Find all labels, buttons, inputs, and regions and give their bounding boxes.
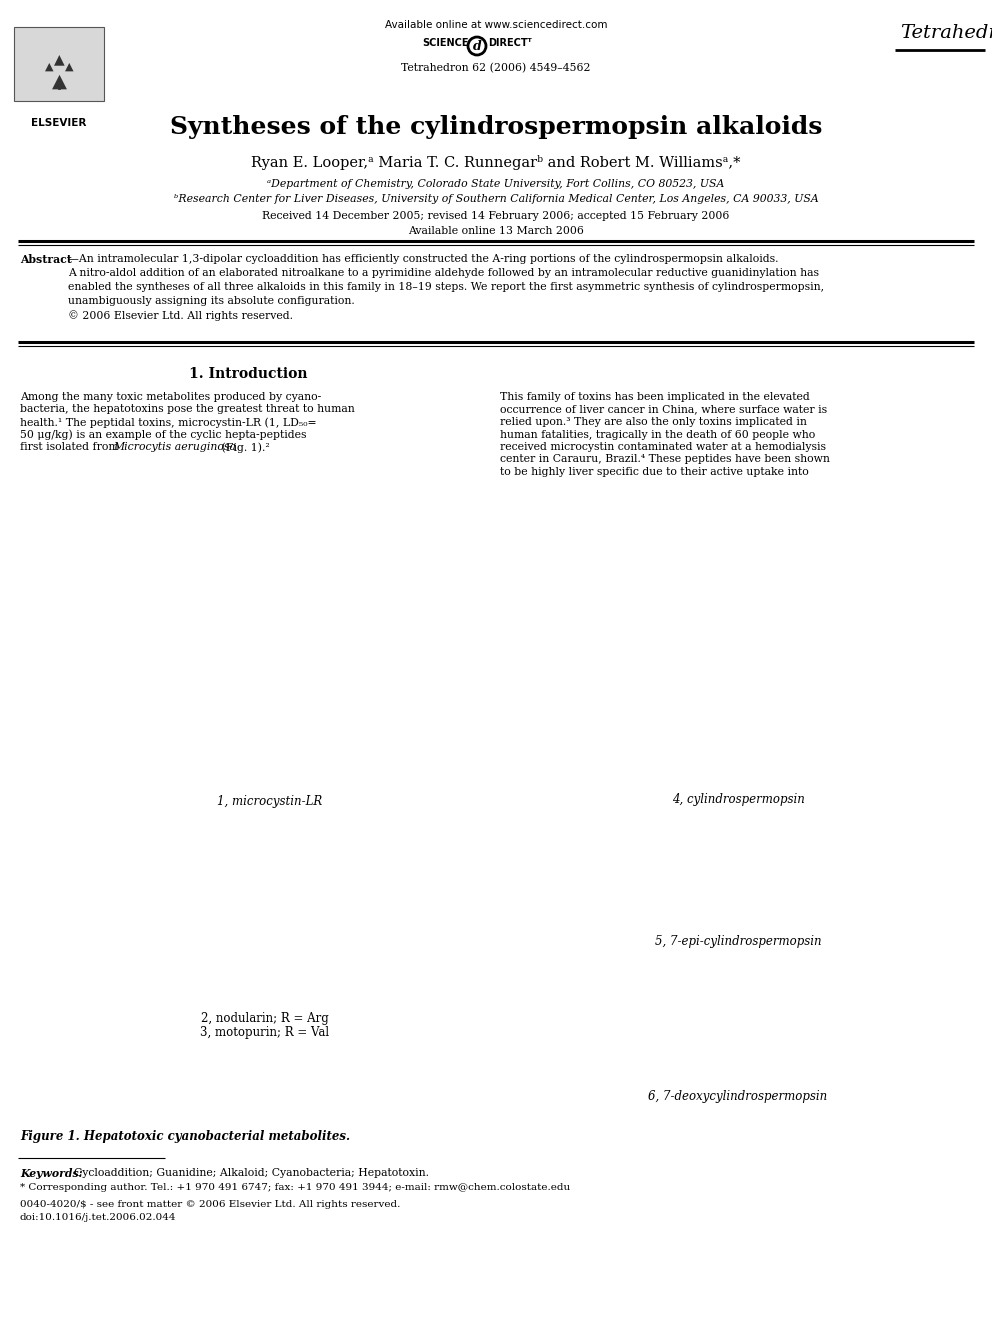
Text: occurrence of liver cancer in China, where surface water is: occurrence of liver cancer in China, whe…: [500, 405, 827, 414]
Text: Keywords:: Keywords:: [20, 1168, 82, 1179]
Text: 1. Introduction: 1. Introduction: [188, 366, 308, 381]
Text: Microcytis aeruginosa: Microcytis aeruginosa: [113, 442, 236, 452]
FancyBboxPatch shape: [14, 26, 104, 101]
Text: * Corresponding author. Tel.: +1 970 491 6747; fax: +1 970 491 3944; e-mail: rmw: * Corresponding author. Tel.: +1 970 491…: [20, 1183, 570, 1192]
Text: Figure 1. Hepatotoxic cyanobacterial metabolites.: Figure 1. Hepatotoxic cyanobacterial met…: [20, 1130, 350, 1143]
Text: This family of toxins has been implicated in the elevated: This family of toxins has been implicate…: [500, 392, 809, 402]
Text: ▲: ▲: [45, 62, 54, 71]
Text: ELSEVIER: ELSEVIER: [32, 118, 86, 128]
Text: center in Carauru, Brazil.⁴ These peptides have been shown: center in Carauru, Brazil.⁴ These peptid…: [500, 455, 830, 464]
Text: ▲: ▲: [64, 62, 73, 71]
Text: 6, 7-deoxycylindrospermopsin: 6, 7-deoxycylindrospermopsin: [649, 1090, 827, 1103]
Text: SCIENCE: SCIENCE: [422, 38, 468, 48]
Text: Syntheses of the cylindrospermopsin alkaloids: Syntheses of the cylindrospermopsin alka…: [170, 115, 822, 139]
Text: DIRECTᵀ: DIRECTᵀ: [488, 38, 532, 48]
Text: ▲: ▲: [54, 52, 64, 66]
Text: first isolated from: first isolated from: [20, 442, 122, 452]
Text: 2, nodularin; R = Arg: 2, nodularin; R = Arg: [201, 1012, 329, 1025]
Text: bacteria, the hepatotoxins pose the greatest threat to human: bacteria, the hepatotoxins pose the grea…: [20, 405, 355, 414]
Text: health.¹ The peptidal toxins, microcystin-LR (1, LD₅₀=: health.¹ The peptidal toxins, microcysti…: [20, 417, 316, 427]
Text: Tetrahedron: Tetrahedron: [900, 24, 992, 42]
Text: d: d: [472, 40, 481, 53]
Text: to be highly liver specific due to their active uptake into: to be highly liver specific due to their…: [500, 467, 808, 478]
Text: 5, 7-epi-cylindrospermopsin: 5, 7-epi-cylindrospermopsin: [655, 935, 821, 949]
Text: —An intramolecular 1,3-dipolar cycloaddition has efficiently constructed the A-r: —An intramolecular 1,3-dipolar cycloaddi…: [68, 254, 824, 321]
Text: Available online 13 March 2006: Available online 13 March 2006: [408, 226, 584, 235]
Text: ▲: ▲: [52, 71, 66, 91]
Text: Received 14 December 2005; revised 14 February 2006; accepted 15 February 2006: Received 14 December 2005; revised 14 Fe…: [262, 210, 730, 221]
Text: 4, cylindrospermopsin: 4, cylindrospermopsin: [672, 792, 805, 806]
Text: ᵃDepartment of Chemistry, Colorado State University, Fort Collins, CO 80523, USA: ᵃDepartment of Chemistry, Colorado State…: [267, 179, 725, 189]
Text: (Fig. 1).²: (Fig. 1).²: [218, 442, 270, 452]
Text: Among the many toxic metabolites produced by cyano-: Among the many toxic metabolites produce…: [20, 392, 321, 402]
Text: human fatalities, tragically in the death of 60 people who: human fatalities, tragically in the deat…: [500, 430, 815, 439]
Text: Cycloaddition; Guanidine; Alkaloid; Cyanobacteria; Hepatotoxin.: Cycloaddition; Guanidine; Alkaloid; Cyan…: [74, 1168, 429, 1177]
Text: Available online at www.sciencedirect.com: Available online at www.sciencedirect.co…: [385, 20, 607, 30]
Text: Tetrahedron 62 (2006) 4549–4562: Tetrahedron 62 (2006) 4549–4562: [401, 64, 591, 73]
Text: Abstract: Abstract: [20, 254, 71, 265]
Text: ᵇResearch Center for Liver Diseases, University of Southern California Medical C: ᵇResearch Center for Liver Diseases, Uni…: [174, 194, 818, 204]
Text: 1, microcystin-LR: 1, microcystin-LR: [217, 795, 322, 808]
Text: doi:10.1016/j.tet.2006.02.044: doi:10.1016/j.tet.2006.02.044: [20, 1213, 177, 1222]
Text: Ryan E. Looper,ᵃ Maria T. C. Runnegarᵇ and Robert M. Williamsᵃ,*: Ryan E. Looper,ᵃ Maria T. C. Runnegarᵇ a…: [251, 155, 741, 169]
Text: received microcystin contaminated water at a hemodialysis: received microcystin contaminated water …: [500, 442, 826, 452]
Text: 0040-4020/$ - see front matter © 2006 Elsevier Ltd. All rights reserved.: 0040-4020/$ - see front matter © 2006 El…: [20, 1200, 401, 1209]
Text: 3, motopurin; R = Val: 3, motopurin; R = Val: [200, 1027, 329, 1039]
Text: 50 μg/kg) is an example of the cyclic hepta-peptides: 50 μg/kg) is an example of the cyclic he…: [20, 430, 307, 441]
Text: relied upon.³ They are also the only toxins implicated in: relied upon.³ They are also the only tox…: [500, 417, 806, 427]
